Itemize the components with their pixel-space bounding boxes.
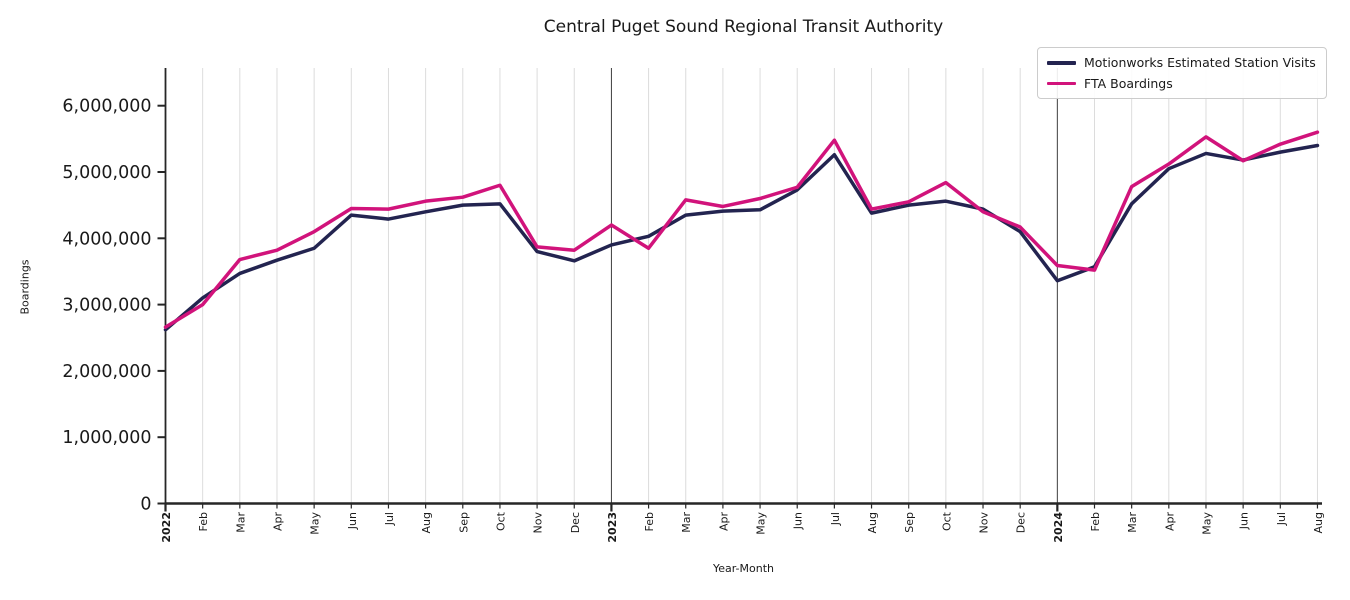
x-tick-label: Sep bbox=[903, 512, 916, 533]
x-tick-label: Apr bbox=[717, 512, 730, 532]
x-tick-label: Oct bbox=[940, 511, 953, 531]
chart-title: Central Puget Sound Regional Transit Aut… bbox=[543, 17, 944, 37]
x-tick-label: Jun bbox=[792, 512, 805, 530]
y-tick-label: 0 bbox=[140, 495, 151, 515]
x-tick-label: Aug bbox=[1312, 512, 1325, 533]
x-tick-label: Jul bbox=[829, 512, 842, 526]
x-tick-label: Dec bbox=[1015, 512, 1028, 533]
series-line-motionworks bbox=[163, 143, 1320, 332]
y-tick-label: 5,000,000 bbox=[62, 163, 151, 183]
x-tick-label: 2024 bbox=[1052, 512, 1065, 543]
x-tick-label: Oct bbox=[494, 511, 507, 531]
y-tick-label: 2,000,000 bbox=[62, 362, 151, 382]
x-tick-label: 2022 bbox=[160, 512, 173, 543]
x-tick-label: Feb bbox=[197, 512, 210, 531]
x-tick-label: 2023 bbox=[606, 512, 619, 543]
legend-label-fta: FTA Boardings bbox=[1084, 75, 1173, 91]
legend-item-motionworks: Motionworks Estimated Station Visits bbox=[1047, 55, 1316, 71]
x-tick-label: Aug bbox=[420, 512, 433, 533]
x-tick-label: May bbox=[309, 512, 322, 535]
y-tick-label: 6,000,000 bbox=[62, 97, 151, 117]
legend-label-motionworks: Motionworks Estimated Station Visits bbox=[1084, 55, 1316, 70]
series-line-fta bbox=[163, 130, 1320, 329]
x-axis-label: Year-Month bbox=[712, 562, 775, 575]
y-tick-label: 3,000,000 bbox=[62, 296, 151, 316]
x-tick-label: Sep bbox=[457, 512, 470, 533]
y-tick-label: 4,000,000 bbox=[62, 229, 151, 249]
x-tick-label: Jun bbox=[1238, 512, 1251, 530]
x-tick-label: May bbox=[755, 512, 768, 535]
x-tick-label: Jul bbox=[383, 512, 396, 526]
x-tick-label: Mar bbox=[680, 512, 693, 533]
x-tick-label: Apr bbox=[1163, 512, 1176, 532]
y-tick-label: 1,000,000 bbox=[62, 428, 151, 448]
x-tick-label: Jul bbox=[1275, 512, 1288, 526]
x-tick-label: Nov bbox=[978, 512, 991, 534]
x-tick-label: Nov bbox=[532, 512, 545, 534]
legend-swatch-motionworks bbox=[1047, 61, 1076, 65]
x-tick-label: Mar bbox=[1126, 512, 1139, 533]
legend-swatch-fta bbox=[1047, 81, 1076, 86]
x-tick-label: Dec bbox=[569, 512, 582, 533]
x-tick-label: May bbox=[1200, 512, 1213, 535]
y-axis-label: Boardings bbox=[18, 259, 32, 315]
x-tick-label: Jun bbox=[346, 512, 359, 530]
legend-item-fta: FTA Boardings bbox=[1047, 76, 1316, 92]
legend: Motionworks Estimated Station Visits FTA… bbox=[1037, 47, 1327, 100]
x-tick-label: Feb bbox=[643, 512, 656, 531]
x-tick-label: Apr bbox=[271, 512, 284, 532]
x-tick-label: Aug bbox=[866, 512, 879, 533]
x-tick-label: Feb bbox=[1089, 512, 1102, 531]
x-tick-label: Mar bbox=[234, 512, 247, 533]
